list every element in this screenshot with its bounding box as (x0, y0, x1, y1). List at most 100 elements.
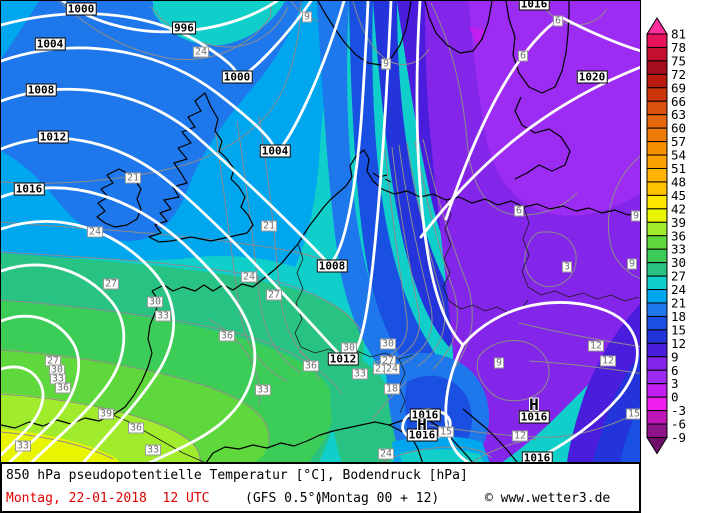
isobar-label: 1016 (521, 451, 553, 463)
scale-tick-label: 21 (671, 296, 686, 311)
scale-swatch (646, 141, 668, 156)
scale-swatch (646, 423, 668, 438)
theta-contour-label: 9 (626, 258, 638, 270)
isobar-label: 996 (172, 21, 196, 35)
theta-contour-label: 9 (493, 357, 505, 369)
color-scale-svg: 8178757269666360575451484542393633302724… (646, 17, 686, 455)
theta-contour-label: 24 (377, 448, 395, 460)
theta-contour-label: 36 (218, 330, 236, 342)
scale-tick-label: 18 (671, 309, 686, 324)
scale-swatch (646, 329, 668, 344)
color-scale: 81 78 75 72 69 66 63 60 57 54 51 48 45 42 39 36 33 30 27 24… (644, 6, 704, 476)
theta-contour-label: 24 (192, 46, 210, 58)
theta-contour-label: 36 (127, 422, 145, 434)
theta-contour-label: 18 (383, 383, 401, 395)
high-pressure-marker: H (417, 415, 427, 434)
credit-link[interactable]: © www.wetter3.de (485, 491, 611, 506)
isobar-label: 1012 (37, 130, 69, 144)
isobar-layer (1, 1, 640, 462)
scale-tick-label: 0 (671, 390, 679, 405)
theta-contour-label: 9 (630, 210, 640, 222)
map-title: 850 hPa pseudopotentielle Temperatur [°C… (6, 468, 468, 483)
footer-bar: 850 hPa pseudopotentielle Temperatur [°C… (0, 462, 641, 513)
scale-tick-label: 3 (671, 376, 679, 391)
theta-contour-label: 33 (351, 368, 369, 380)
theta-contour-label: 9 (380, 58, 392, 70)
scale-swatch (646, 168, 668, 183)
scale-swatch (646, 33, 668, 48)
theta-contour-label: 12 (599, 355, 617, 367)
theta-contour-label: 6 (552, 15, 564, 27)
scale-swatch (646, 114, 668, 129)
theta-contour-label: 24 (383, 363, 401, 375)
scale-tick-label: 78 (671, 40, 686, 55)
scale-tick-label: -6 (671, 417, 686, 432)
isobar-label: 1008 (316, 259, 348, 273)
scale-swatch (646, 356, 668, 371)
theta-contour-label: 39 (97, 408, 115, 420)
scale-swatch (646, 221, 668, 237)
isobar-label: 1008 (25, 83, 57, 97)
isobar-label: 1016 (518, 410, 550, 424)
map-frame: 24 9 9 6 6 21 21 24 24 27 27 30 33 27 30 33 36 36 39 36 33 33… (0, 0, 641, 463)
scale-tick-label: 63 (671, 107, 686, 122)
isobar-label: 1020 (576, 70, 608, 84)
scale-swatch (646, 315, 668, 331)
theta-contour-label: 9 (301, 11, 313, 23)
scale-swatch (646, 396, 668, 412)
scale-swatch (646, 100, 668, 116)
scale-tick-label: 27 (671, 269, 686, 284)
isobar-label: 1016 (518, 1, 550, 11)
scale-swatch (646, 342, 668, 358)
theta-contour-label: 15 (625, 408, 641, 420)
scale-swatch (646, 194, 668, 210)
theta-contour-label: 27 (102, 278, 120, 290)
scale-swatch (646, 60, 668, 75)
weather-map-image (1, 1, 640, 462)
run-label: (Montag 00 + 12) (314, 491, 440, 506)
theta-contour-label: 27 (265, 289, 283, 301)
theta-contour-layer (1, 1, 640, 462)
isobar-label: 1004 (259, 144, 291, 158)
isobar-label: 1004 (34, 37, 66, 51)
scale-tick-label: 51 (671, 161, 686, 176)
scale-tick-label: 15 (671, 322, 686, 337)
theta-contour-label: 15 (437, 426, 455, 438)
model-label: (GFS 0.5°) (245, 491, 324, 506)
valid-datetime: Montag, 22-01-2018 12 UTC (6, 491, 210, 506)
scale-swatch (646, 154, 668, 170)
isobar-label: 1012 (327, 352, 359, 366)
theta-contour-label: 24 (240, 271, 258, 283)
theta-contour-label: 30 (379, 338, 397, 350)
scale-swatch (646, 46, 668, 62)
isobar-label: 1000 (221, 70, 253, 84)
temperature-fill-layer (1, 1, 640, 462)
scale-swatch (646, 410, 668, 425)
scale-tick-label: 60 (671, 121, 686, 136)
theta-contour-label: 36 (54, 382, 72, 394)
isobar-label: 1016 (409, 408, 441, 422)
scale-tick-label: -9 (671, 430, 686, 445)
theta-contour-label: 33 (144, 444, 162, 456)
theta-contour-label: 36 (302, 360, 320, 372)
high-pressure-marker: H (529, 395, 539, 414)
scale-arrow (646, 437, 668, 455)
theta-contour-label: 6 (517, 50, 529, 62)
scale-swatch (646, 208, 668, 223)
scale-tick-label: 54 (671, 148, 686, 163)
scale-arrow (646, 17, 668, 35)
theta-contour-label: 21 (260, 220, 278, 232)
scale-tick-label: 33 (671, 242, 686, 257)
scale-tick-label: 6 (671, 363, 679, 378)
scale-swatch (646, 181, 668, 196)
scale-tick-label: 36 (671, 228, 686, 243)
scale-tick-label: 57 (671, 134, 686, 149)
map-labels-layer: 24 9 9 6 6 21 21 24 24 27 27 30 33 27 30 33 36 36 39 36 33 33… (1, 1, 640, 462)
scale-swatch (646, 302, 668, 317)
scale-swatch (646, 87, 668, 102)
scale-tick-label: 69 (671, 80, 686, 95)
scale-tick-label: -3 (671, 403, 686, 418)
theta-contour-label: 12 (511, 430, 529, 442)
theta-contour-label: 6 (513, 205, 525, 217)
scale-tick-label: 30 (671, 255, 686, 270)
